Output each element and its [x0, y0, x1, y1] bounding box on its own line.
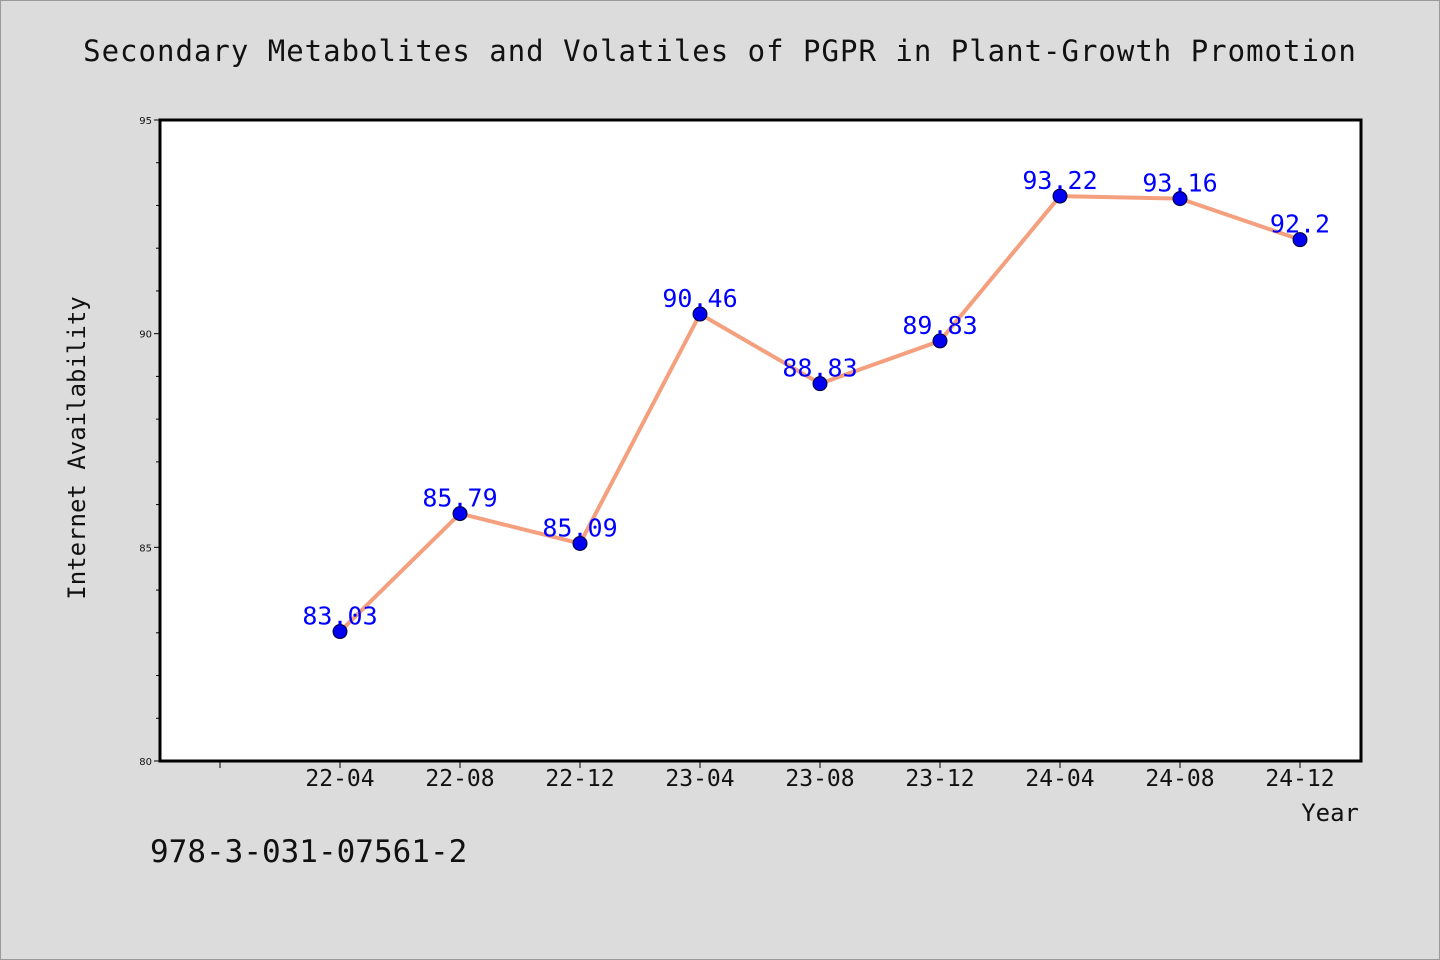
- x-tick-label: 24-08: [1145, 766, 1214, 792]
- x-tick-label: 24-12: [1265, 766, 1334, 792]
- data-label: 85.79: [422, 484, 497, 513]
- data-label: 93.16: [1142, 169, 1217, 198]
- y-tick-label: 85: [139, 543, 152, 554]
- data-label-group: 83.03 85.79 85.09 90.46 88.83 89.83 93.22 93.16…: [302, 166, 1330, 630]
- data-label: 85.09: [542, 513, 617, 542]
- x-tick-label: 22-08: [425, 766, 494, 792]
- plot-area: [158, 118, 1363, 763]
- data-point: [572, 535, 588, 551]
- y-axis: 80 85 90 95: [139, 116, 160, 768]
- y-axis-label: Internet Availability: [63, 296, 91, 599]
- x-tick-label: 22-12: [545, 766, 614, 792]
- data-label: 90.46: [662, 284, 737, 313]
- data-point: [1292, 232, 1308, 248]
- data-point: [1172, 191, 1188, 207]
- chart-title: Secondary Metabolites and Volatiles of P…: [83, 34, 1357, 68]
- data-point: [692, 306, 708, 322]
- data-label: 93.22: [1022, 166, 1097, 195]
- data-label: 89.83: [902, 311, 977, 340]
- x-axis: 22-04 22-08 22-12 23-04 23-08 23-12 24-04 24-08…: [219, 761, 1335, 792]
- footer-isbn-text: 978-3-031-07561-2: [150, 834, 468, 870]
- x-tick-label: 22-04: [305, 766, 374, 792]
- data-point: [452, 506, 468, 522]
- data-point: [332, 624, 348, 640]
- x-axis-label: Year: [1301, 799, 1359, 827]
- data-label: 88.83: [782, 354, 857, 383]
- x-tick-label: 24-04: [1025, 766, 1094, 792]
- x-tick-label: 23-12: [905, 766, 974, 792]
- series-line-group: [332, 188, 1308, 640]
- x-tick-label: 23-08: [785, 766, 854, 792]
- data-point: [812, 376, 828, 392]
- y-tick-label: 80: [139, 757, 152, 768]
- data-point: [932, 333, 948, 349]
- y-tick-label: 95: [139, 116, 152, 127]
- data-label: 83.03: [302, 602, 377, 631]
- x-tick-label: 23-04: [665, 766, 734, 792]
- y-tick-label: 90: [139, 330, 152, 341]
- data-point: [1052, 188, 1068, 204]
- data-label: 92.2: [1270, 210, 1330, 239]
